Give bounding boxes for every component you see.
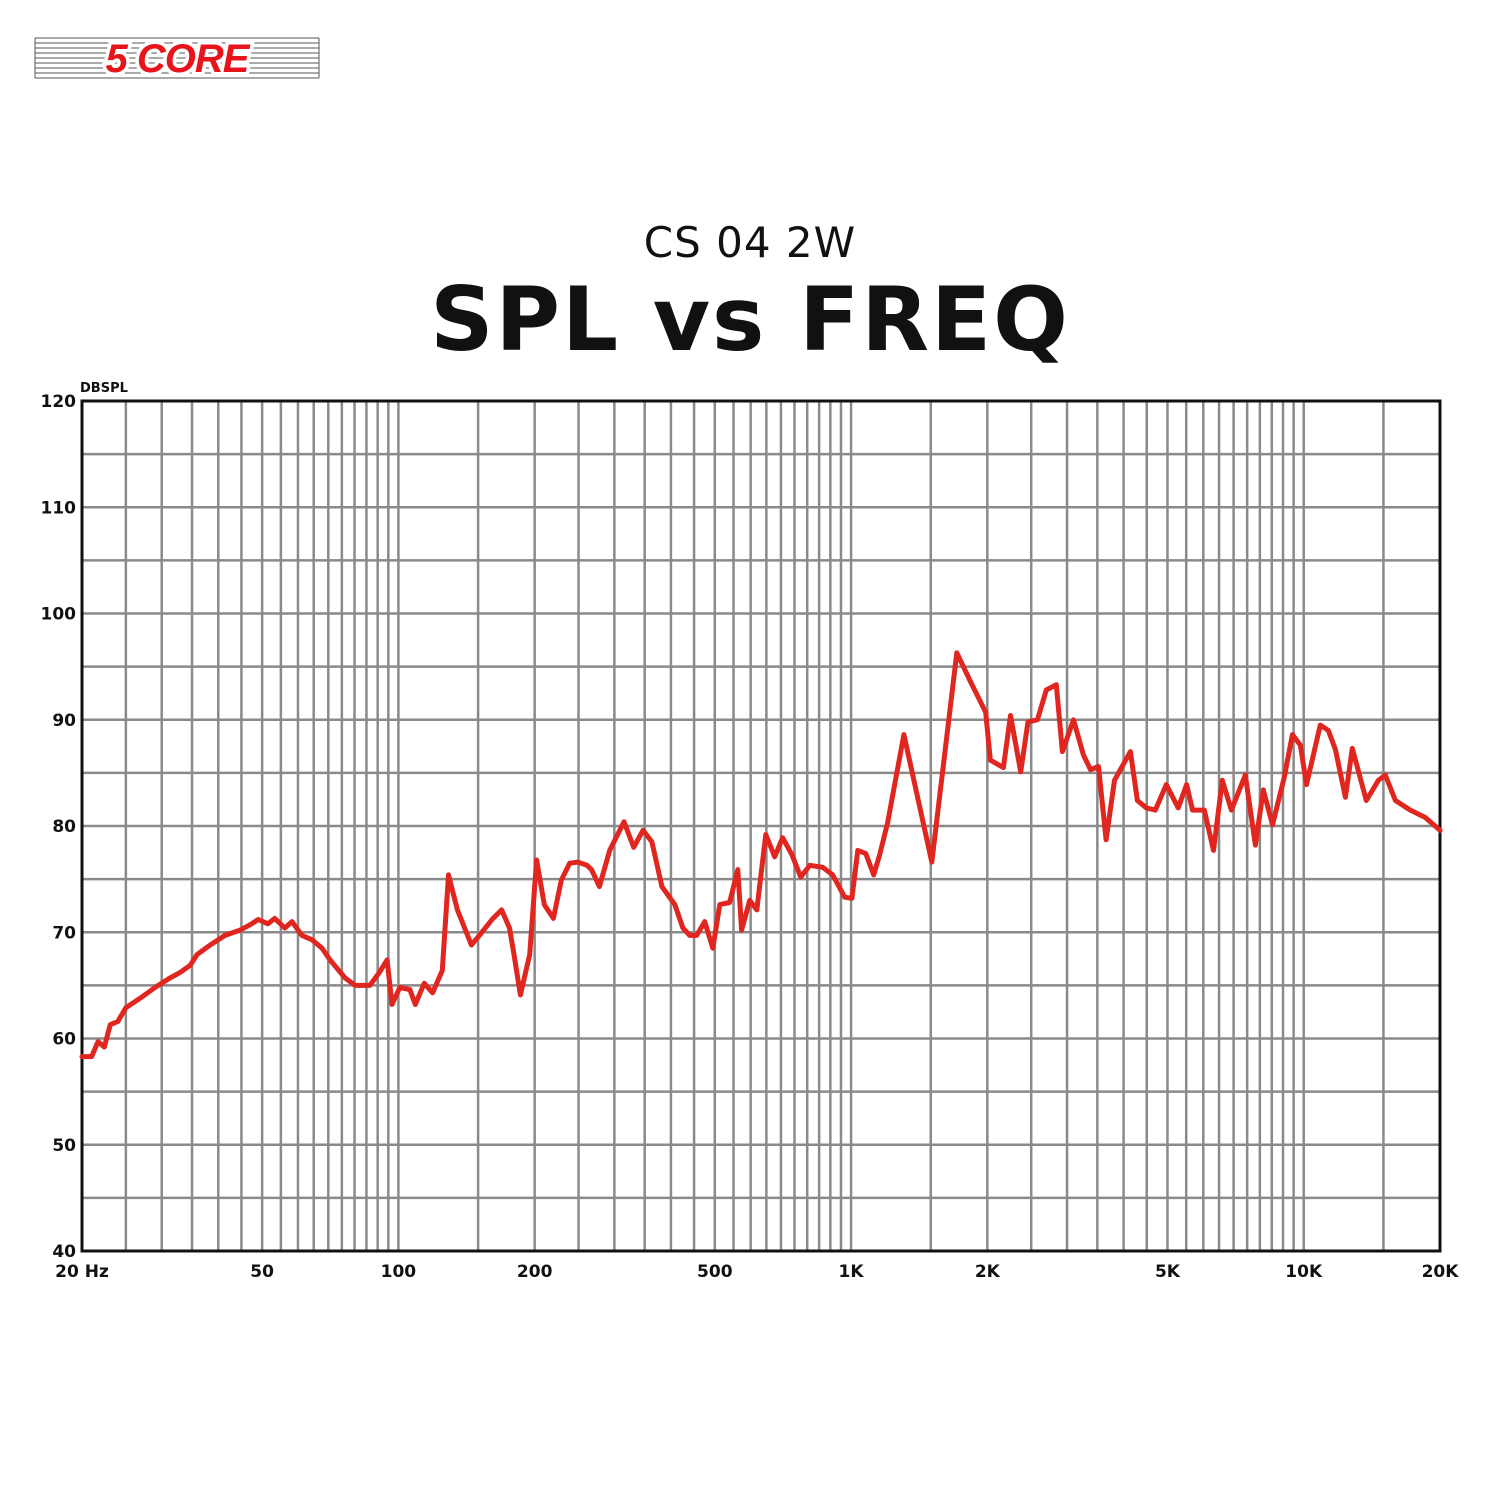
svg-text:5 CORE: 5 CORE — [106, 37, 251, 81]
x-tick-label: 5K — [1155, 1262, 1181, 1282]
x-tick-label: 20K — [1422, 1262, 1460, 1282]
y-tick-label: 50 — [52, 1136, 76, 1156]
y-tick-label: 100 — [41, 605, 77, 625]
y-tick-label: 80 — [52, 817, 76, 837]
x-tick-label: 100 — [381, 1262, 417, 1282]
logo-stripes — [34, 37, 320, 79]
y-tick-label: 60 — [52, 1030, 76, 1050]
chart-subtitle: CS 04 2W — [643, 218, 857, 267]
x-tick-labels: 20 Hz 50 100 200 500 1K 2K 5K 10K 20K — [55, 1262, 1459, 1282]
x-tick-label: 1K — [839, 1262, 865, 1282]
x-tick-label: 200 — [517, 1262, 553, 1282]
x-tick-label: 500 — [697, 1262, 733, 1282]
brand-logo: 5 CORE — [34, 34, 320, 82]
spl-curve — [79, 650, 1443, 1060]
x-tick-label: 2K — [975, 1262, 1001, 1282]
chart-title: SPL vs FREQ — [430, 268, 1070, 371]
y-tick-label: 110 — [41, 498, 77, 518]
y-tick-label: 70 — [52, 923, 76, 943]
x-tick-label: 50 — [250, 1262, 274, 1282]
x-tick-label: 10K — [1285, 1262, 1323, 1282]
x-tick-label: 20 Hz — [55, 1262, 109, 1282]
y-tick-label: 40 — [52, 1242, 76, 1262]
y-tick-label: 90 — [52, 711, 76, 731]
y-tick-labels: 120 110 100 90 80 70 60 50 40 — [41, 392, 77, 1262]
plot-frame — [80, 399, 1442, 1253]
y-axis-label: DBSPL — [80, 381, 128, 396]
y-tick-label: 120 — [41, 392, 77, 412]
grid — [82, 401, 1440, 1251]
